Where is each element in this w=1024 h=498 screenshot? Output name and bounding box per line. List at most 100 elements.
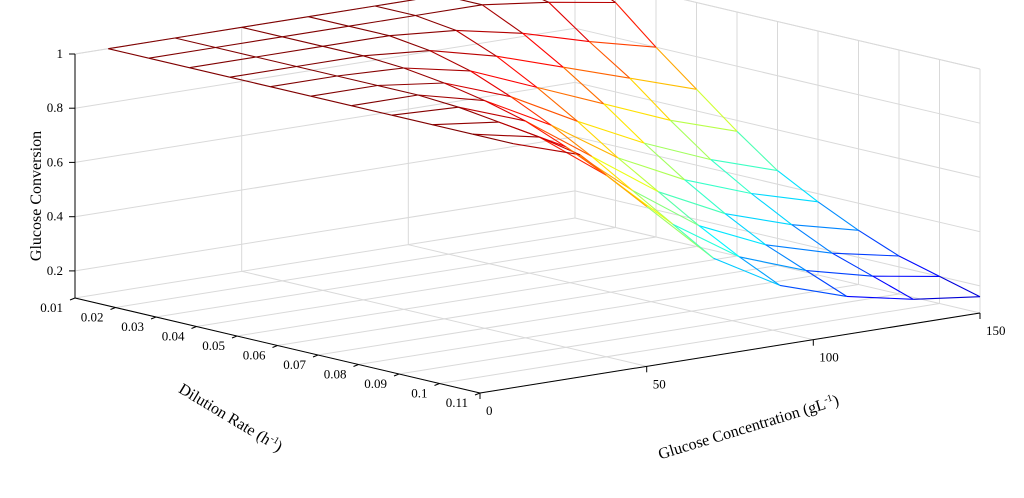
surface-edge: [524, 120, 566, 148]
grid-line: [74, 81, 576, 163]
surface-edge: [548, 1, 590, 42]
surface-edge: [455, 29, 523, 34]
surface-edge: [536, 86, 578, 122]
surface-edge: [351, 94, 419, 107]
z-axis-title: Glucose Conversion: [28, 131, 45, 261]
grid-line: [196, 246, 697, 327]
surface-edge: [832, 252, 874, 277]
surface-edge: [791, 224, 859, 231]
surface-edge: [363, 55, 404, 69]
surface-edge: [415, 4, 483, 17]
surface-edge: [484, 100, 526, 122]
x-tick-label: 0.07: [283, 357, 306, 372]
surface-edge: [377, 82, 445, 87]
x-tick: [150, 316, 157, 320]
surface-edge: [565, 146, 607, 176]
surface-edge: [458, 106, 526, 122]
surface-edge: [270, 86, 311, 97]
surface-edge: [643, 142, 686, 181]
z-tick-label: 0.2: [47, 263, 63, 278]
z-tick-label: 0.4: [47, 209, 64, 224]
surface-edge: [403, 67, 471, 72]
surface-edge: [536, 86, 604, 105]
surface-edge: [806, 270, 873, 277]
surface-edge: [736, 130, 778, 171]
y-tick-label: 50: [653, 376, 666, 391]
surface-edge: [429, 50, 497, 57]
x-tick-label: 0.01: [40, 300, 63, 315]
grid-line: [574, 217, 981, 314]
surface-edge: [589, 41, 657, 48]
surface-edge: [779, 284, 847, 297]
surface-edge: [777, 170, 819, 203]
surface-edge: [189, 67, 230, 78]
x-tick: [231, 335, 238, 339]
surface-edge: [255, 45, 323, 58]
x-tick: [312, 354, 319, 358]
grid-line: [683, 0, 981, 70]
surface-edge: [472, 133, 514, 145]
grid-line: [155, 236, 657, 318]
surface-edge: [229, 65, 297, 78]
surface-edge: [615, 2, 657, 48]
y-tick-label: 100: [819, 350, 839, 365]
surface-edge: [629, 77, 697, 90]
surface-edge: [577, 120, 619, 159]
surface-edge: [391, 106, 459, 116]
grid-line: [74, 27, 576, 109]
surface-edge: [374, 5, 416, 17]
surface-edge: [591, 155, 659, 193]
surface-edge: [765, 244, 807, 272]
surface-edge: [470, 70, 538, 88]
surface-edge: [351, 105, 392, 116]
grid-line: [277, 265, 778, 346]
surface-edge: [669, 119, 712, 160]
surface-edge: [363, 50, 430, 57]
surface-edge: [296, 65, 338, 77]
surface-edge: [417, 94, 485, 102]
x-tick: [110, 307, 116, 310]
grid-line: [115, 227, 616, 308]
surface-edge: [336, 75, 378, 87]
surface-edge: [913, 296, 981, 300]
surface-edge: [550, 124, 593, 157]
surface-edge: [391, 114, 433, 126]
surface-edge: [282, 25, 349, 38]
surface-edge: [308, 5, 376, 18]
axis-layer: [69, 53, 981, 399]
surface-edge: [432, 121, 500, 126]
grid-line: [439, 303, 940, 384]
surface-edge: [498, 121, 540, 138]
x-tick-label: 0.09: [364, 376, 387, 391]
surface-edge: [444, 82, 511, 98]
surface-edge: [588, 41, 631, 79]
surface-edge: [458, 106, 500, 123]
surface-edge: [241, 16, 309, 28]
surface-edge: [282, 36, 323, 47]
surface-edge: [429, 50, 471, 72]
surface-edge: [481, 4, 524, 34]
surface-edge: [591, 155, 633, 191]
surface-edge: [348, 14, 416, 27]
surface-edge: [470, 70, 512, 98]
surface-edge: [805, 270, 847, 297]
surface-edge: [472, 133, 540, 138]
surface-edge: [898, 255, 940, 277]
surface-edge: [336, 67, 404, 77]
x-tick-label: 0.08: [324, 367, 347, 382]
surface-edge: [577, 120, 645, 144]
grid-line: [317, 274, 819, 356]
x-tick-label: 0.11: [446, 395, 468, 410]
surface-edge: [310, 84, 378, 97]
surface-edge: [174, 37, 216, 49]
surface-edge: [858, 229, 900, 257]
surface-edge: [603, 103, 645, 144]
x-tick: [69, 297, 76, 301]
x-tick-label: 0.04: [162, 329, 185, 344]
z-tick-label: 0.6: [47, 154, 64, 169]
surface-edge: [174, 26, 242, 39]
surface-edge: [432, 124, 473, 135]
x-tick: [434, 383, 440, 386]
surface-edge: [750, 193, 793, 226]
surface-edge: [765, 244, 833, 254]
